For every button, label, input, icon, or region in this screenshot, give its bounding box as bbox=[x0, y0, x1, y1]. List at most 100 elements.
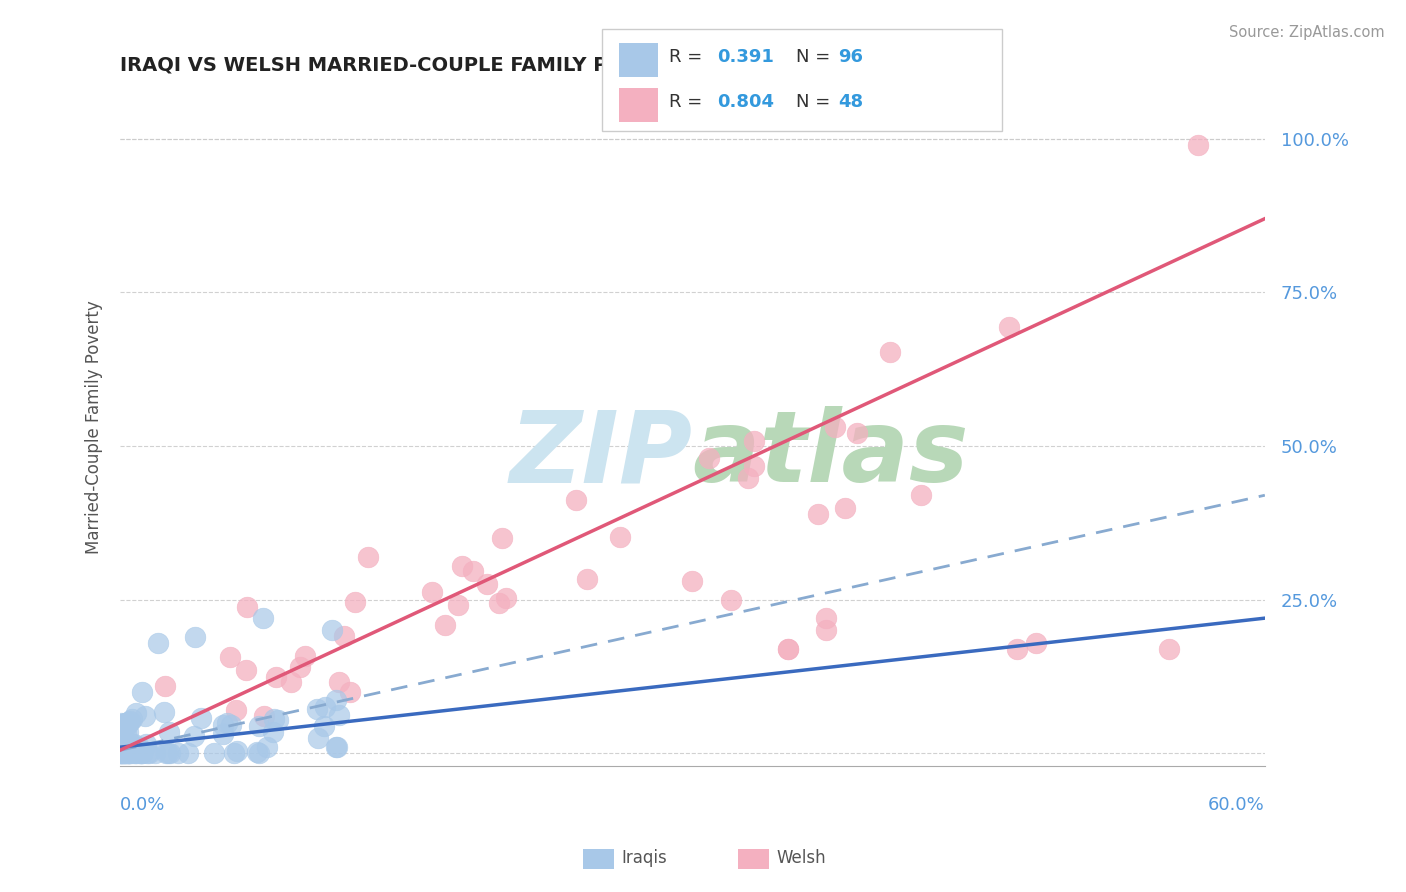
Point bbox=[609, 530, 631, 544]
Y-axis label: Married-Couple Family Poverty: Married-Couple Family Poverty bbox=[86, 301, 103, 555]
Point bbox=[153, 705, 176, 719]
Point bbox=[117, 714, 139, 729]
Point bbox=[252, 611, 274, 625]
Point bbox=[219, 718, 242, 732]
Point bbox=[1025, 636, 1047, 650]
Point bbox=[776, 641, 799, 656]
Point bbox=[264, 670, 287, 684]
Text: 0.391: 0.391 bbox=[717, 48, 773, 66]
Point bbox=[344, 595, 367, 609]
Point bbox=[138, 747, 160, 761]
Point bbox=[117, 717, 139, 731]
Point bbox=[212, 726, 235, 740]
Point bbox=[127, 740, 149, 755]
Point bbox=[110, 747, 132, 761]
Point bbox=[111, 717, 134, 731]
Point bbox=[114, 726, 136, 740]
Point bbox=[1159, 641, 1181, 656]
Point bbox=[211, 718, 233, 732]
Point bbox=[235, 600, 257, 615]
Point bbox=[115, 747, 138, 761]
Point bbox=[111, 739, 134, 754]
Point bbox=[135, 747, 157, 761]
Point bbox=[475, 576, 498, 591]
Text: IRAQI VS WELSH MARRIED-COUPLE FAMILY POVERTY CORRELATION CHART: IRAQI VS WELSH MARRIED-COUPLE FAMILY POV… bbox=[120, 55, 934, 74]
Point bbox=[447, 598, 470, 612]
Point bbox=[325, 693, 347, 707]
Point bbox=[697, 450, 720, 465]
Point bbox=[307, 731, 329, 746]
Point bbox=[143, 747, 166, 761]
Point bbox=[110, 747, 132, 761]
Point bbox=[814, 624, 837, 638]
Text: N =: N = bbox=[796, 94, 835, 112]
Point bbox=[111, 747, 134, 761]
Point bbox=[681, 574, 703, 589]
Point bbox=[910, 488, 932, 502]
Point bbox=[326, 739, 349, 754]
Point bbox=[846, 425, 869, 440]
Point bbox=[312, 719, 335, 733]
Text: ZIP: ZIP bbox=[509, 406, 692, 503]
Point bbox=[111, 734, 134, 748]
Point bbox=[110, 716, 132, 731]
Point bbox=[225, 702, 247, 716]
Point bbox=[294, 648, 316, 663]
Point bbox=[128, 740, 150, 755]
Point bbox=[111, 738, 134, 752]
Point bbox=[184, 630, 207, 644]
Point bbox=[420, 584, 443, 599]
Point bbox=[328, 707, 350, 722]
Point bbox=[720, 592, 742, 607]
Point bbox=[120, 738, 142, 752]
Point bbox=[118, 714, 141, 728]
Point bbox=[495, 591, 517, 605]
Point bbox=[110, 742, 132, 756]
Point bbox=[115, 747, 138, 761]
Point bbox=[167, 747, 190, 761]
Text: Source: ZipAtlas.com: Source: ZipAtlas.com bbox=[1229, 25, 1385, 40]
Point bbox=[118, 747, 141, 761]
Point bbox=[108, 747, 131, 761]
Point bbox=[998, 319, 1021, 334]
Point bbox=[1187, 137, 1209, 152]
Point bbox=[114, 747, 136, 761]
Point bbox=[253, 708, 276, 723]
Point bbox=[121, 747, 143, 761]
Point bbox=[111, 747, 134, 761]
Point bbox=[111, 747, 134, 761]
Point bbox=[235, 663, 257, 677]
Point bbox=[565, 492, 588, 507]
Point bbox=[314, 700, 336, 714]
Point bbox=[325, 739, 347, 754]
Point bbox=[110, 737, 132, 751]
Point bbox=[1005, 641, 1028, 656]
Text: 60.0%: 60.0% bbox=[1208, 796, 1265, 814]
Point bbox=[155, 680, 177, 694]
Point bbox=[433, 618, 456, 632]
Point bbox=[267, 714, 290, 728]
Point bbox=[461, 564, 484, 578]
Point bbox=[776, 641, 799, 656]
Point bbox=[122, 739, 145, 754]
Text: atlas: atlas bbox=[692, 406, 969, 503]
Point bbox=[263, 712, 285, 726]
Point bbox=[339, 685, 361, 699]
Point bbox=[219, 649, 242, 664]
Point bbox=[124, 706, 146, 720]
Point bbox=[328, 674, 350, 689]
Point bbox=[114, 747, 136, 761]
Text: Iraqis: Iraqis bbox=[621, 849, 668, 867]
Point bbox=[159, 747, 181, 761]
Point bbox=[117, 724, 139, 739]
Point bbox=[108, 747, 131, 761]
Point bbox=[120, 739, 142, 754]
Point bbox=[111, 747, 134, 761]
Point bbox=[121, 712, 143, 726]
Point bbox=[262, 724, 284, 739]
Text: 0.0%: 0.0% bbox=[120, 796, 166, 814]
Point bbox=[122, 737, 145, 751]
Point bbox=[125, 747, 148, 761]
Point bbox=[118, 747, 141, 761]
Text: R =: R = bbox=[669, 94, 709, 112]
